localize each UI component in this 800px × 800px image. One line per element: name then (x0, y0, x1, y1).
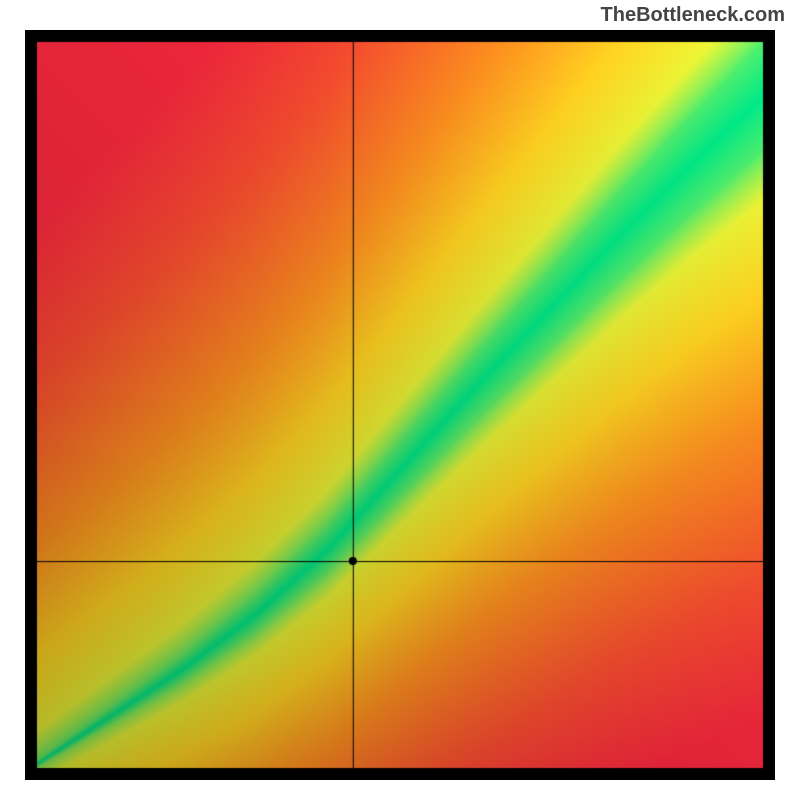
heatmap-canvas (25, 30, 775, 780)
chart-container: TheBottleneck.com (0, 0, 800, 800)
plot-frame (25, 30, 775, 780)
watermark-text: TheBottleneck.com (601, 4, 785, 27)
